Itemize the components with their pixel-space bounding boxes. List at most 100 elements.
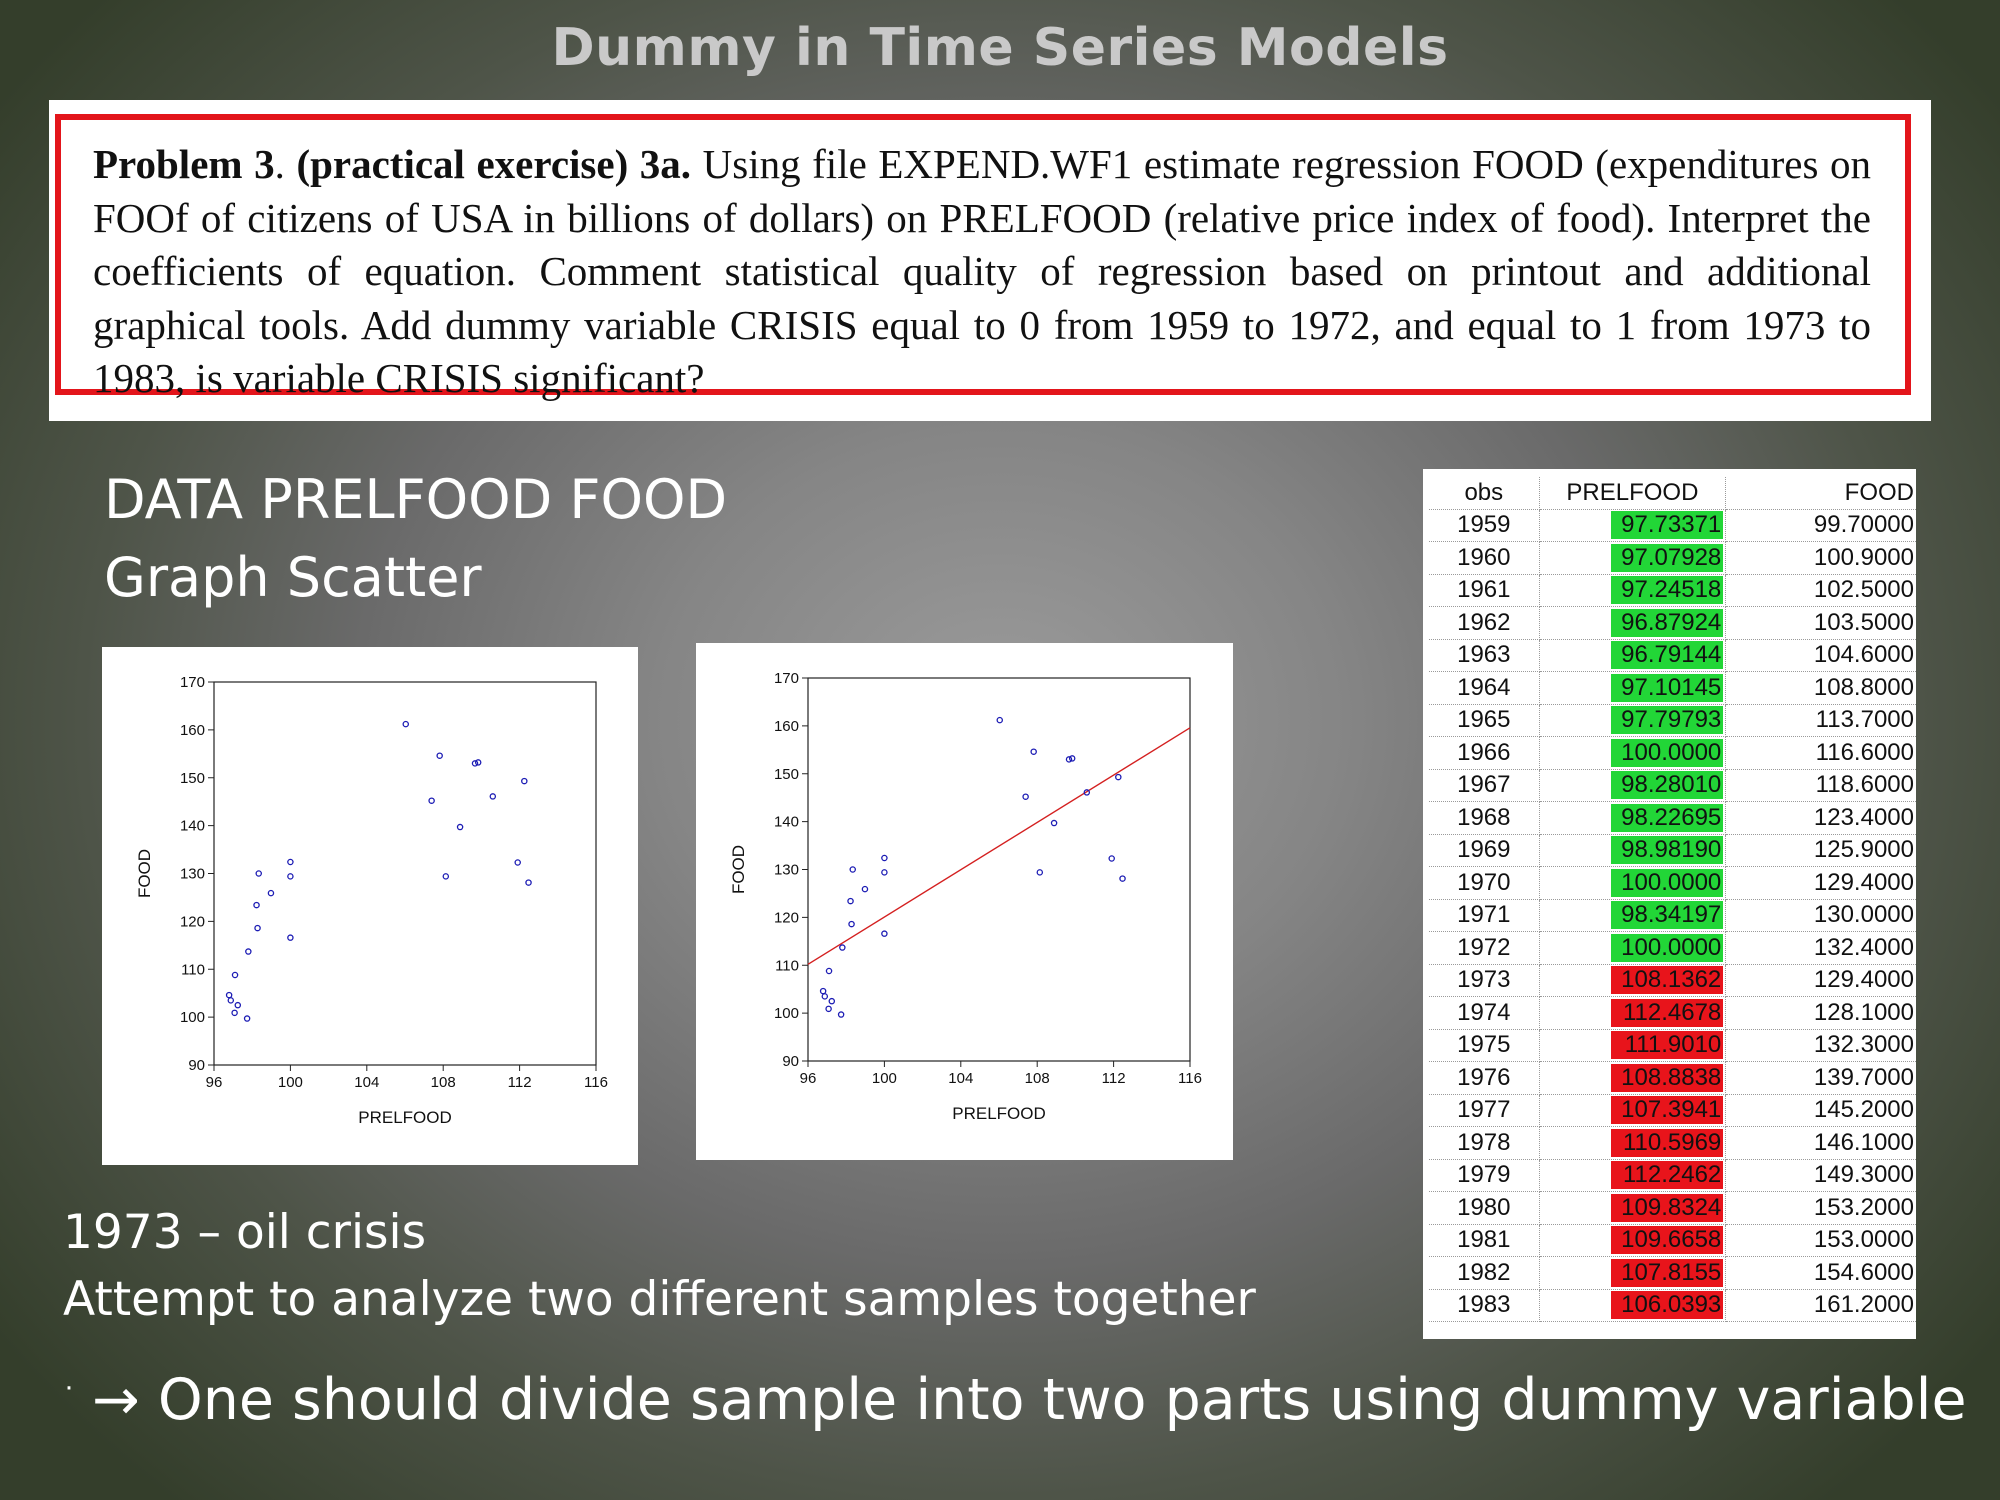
y-tick-label: 120 bbox=[774, 909, 799, 926]
crisis-value-highlight: 109.8324 bbox=[1611, 1193, 1724, 1222]
y-tick-label: 140 bbox=[180, 818, 205, 835]
cell-obs: 1975 bbox=[1429, 1029, 1540, 1062]
cell-food: 113.7000 bbox=[1725, 704, 1916, 737]
y-tick-label: 140 bbox=[774, 814, 799, 831]
cell-obs: 1983 bbox=[1429, 1289, 1540, 1322]
crisis-value-highlight: 112.4678 bbox=[1611, 998, 1724, 1027]
scatter-point bbox=[1050, 819, 1058, 827]
scatter-point bbox=[837, 1011, 845, 1018]
cell-food: 161.2000 bbox=[1725, 1289, 1916, 1322]
plot-frame bbox=[213, 681, 597, 1066]
scatter-point bbox=[1083, 789, 1091, 796]
cell-food: 129.4000 bbox=[1725, 866, 1916, 900]
cell-prelfood: 100.0000 bbox=[1539, 866, 1727, 900]
cell-prelfood: 100.0000 bbox=[1539, 736, 1727, 770]
cell-food: 128.1000 bbox=[1725, 996, 1916, 1030]
scatter-point bbox=[471, 760, 479, 767]
scatter-point bbox=[1119, 875, 1126, 882]
y-tick-label: 100 bbox=[774, 1005, 799, 1022]
scatter-chart: 90 100 110 120 130 140 150 160 170 96 100 104 108 112… bbox=[135, 674, 608, 1127]
table-row: 1974 112.4678 128.1000 bbox=[1429, 996, 1916, 1030]
regression-fit-line bbox=[807, 727, 1191, 965]
scatter-point bbox=[839, 944, 846, 951]
table-row: 1966 100.0000 116.6000 bbox=[1429, 736, 1916, 770]
y-tick-label: 100 bbox=[180, 1009, 205, 1026]
problem-text: Using file EXPEND.WF1 estimate regressio… bbox=[93, 141, 1872, 401]
scatter-point bbox=[253, 901, 260, 909]
problem-exercise-label: (practical exercise) 3a. bbox=[284, 141, 692, 187]
cell-prelfood: 107.8155 bbox=[1539, 1256, 1727, 1290]
cell-obs: 1961 bbox=[1429, 574, 1540, 607]
scatter-point bbox=[267, 889, 275, 897]
cell-food: 146.1000 bbox=[1725, 1126, 1916, 1160]
cell-obs: 1980 bbox=[1429, 1191, 1540, 1225]
table-row: 1960 97.07928 100.9000 bbox=[1429, 541, 1916, 575]
table-row: 1969 98.98190 125.9000 bbox=[1429, 834, 1916, 867]
cell-food: 129.4000 bbox=[1725, 964, 1916, 997]
table-row: 1967 98.28010 118.6000 bbox=[1429, 769, 1916, 802]
scatter-point bbox=[525, 879, 532, 886]
scatter-point bbox=[254, 924, 261, 932]
table-row: 1962 96.87924 103.5000 bbox=[1429, 606, 1916, 640]
cell-prelfood: 106.0393 bbox=[1539, 1289, 1727, 1322]
scatter-point bbox=[255, 870, 262, 877]
x-axis-label: PRELFOOD bbox=[952, 1104, 1046, 1123]
x-tick-label: 96 bbox=[800, 1070, 817, 1087]
cell-prelfood: 96.79144 bbox=[1539, 639, 1727, 672]
cell-prelfood: 98.34197 bbox=[1539, 899, 1727, 932]
table-row: 1976 108.8838 139.7000 bbox=[1429, 1061, 1916, 1095]
y-axis-label: FOOD bbox=[135, 849, 154, 898]
scatter-point bbox=[1065, 756, 1073, 763]
scatter-point bbox=[474, 759, 482, 766]
cell-food: 99.70000 bbox=[1725, 509, 1916, 542]
cell-prelfood: 96.87924 bbox=[1539, 606, 1727, 640]
cell-obs: 1979 bbox=[1429, 1159, 1540, 1192]
x-tick-label: 112 bbox=[508, 1074, 532, 1091]
cell-food: 102.5000 bbox=[1725, 574, 1916, 607]
scatter-point bbox=[402, 720, 410, 728]
cell-obs: 1973 bbox=[1429, 964, 1540, 997]
scatter-point bbox=[821, 993, 829, 1000]
cell-obs: 1972 bbox=[1429, 931, 1540, 965]
samples-note: Attempt to analyze two different samples… bbox=[63, 1272, 1256, 1327]
pre-crisis-value-highlight: 98.28010 bbox=[1611, 771, 1724, 800]
cell-obs: 1963 bbox=[1429, 639, 1540, 672]
scatter-point bbox=[521, 777, 528, 785]
table-row: 1982 107.8155 154.6000 bbox=[1429, 1256, 1916, 1290]
x-tick-label: 112 bbox=[1102, 1070, 1126, 1087]
scatter-point bbox=[234, 1001, 242, 1009]
table-row: 1963 96.79144 104.6000 bbox=[1429, 639, 1916, 672]
scatter-point bbox=[819, 987, 827, 995]
data-heading: DATA PRELFOOD FOOD bbox=[104, 468, 728, 531]
cell-prelfood: 112.4678 bbox=[1539, 996, 1727, 1030]
cell-obs: 1982 bbox=[1429, 1256, 1540, 1290]
cell-food: 104.6000 bbox=[1725, 639, 1916, 672]
cell-obs: 1970 bbox=[1429, 866, 1540, 900]
scatter-point bbox=[243, 1015, 251, 1022]
problem-statement: Problem 3. (practical exercise) 3a. Usin… bbox=[55, 114, 1911, 401]
pre-crisis-value-highlight: 98.98190 bbox=[1611, 836, 1724, 865]
header-food: FOOD bbox=[1725, 477, 1916, 510]
table-row: 1980 109.8324 153.2000 bbox=[1429, 1191, 1916, 1225]
x-tick-label: 116 bbox=[584, 1074, 608, 1091]
x-tick-label: 116 bbox=[1178, 1070, 1202, 1087]
pre-crisis-value-highlight: 96.79144 bbox=[1611, 641, 1724, 670]
problem-number: Problem 3 bbox=[93, 141, 275, 187]
pre-crisis-value-highlight: 96.87924 bbox=[1611, 608, 1724, 637]
data-table-panel: obs PRELFOOD FOOD 1959 97.73371 99.70000 19… bbox=[1423, 469, 1916, 1339]
crisis-value-highlight: 107.3941 bbox=[1611, 1096, 1724, 1125]
crisis-value-highlight: 106.0393 bbox=[1611, 1291, 1724, 1320]
crisis-value-highlight: 110.5969 bbox=[1611, 1128, 1724, 1157]
y-tick-label: 110 bbox=[775, 957, 799, 974]
cell-food: 108.8000 bbox=[1725, 671, 1916, 705]
cell-prelfood: 100.0000 bbox=[1539, 931, 1727, 965]
crisis-value-highlight: 108.8838 bbox=[1611, 1063, 1724, 1092]
cell-food: 118.6000 bbox=[1725, 769, 1916, 802]
scatter-fit-chart-panel: 90 100 110 120 130 140 150 160 170 96 100 104 108 112… bbox=[696, 643, 1233, 1160]
cell-obs: 1959 bbox=[1429, 509, 1540, 542]
scatter-point bbox=[825, 1005, 832, 1013]
x-tick-label: 100 bbox=[278, 1074, 303, 1091]
y-tick-label: 110 bbox=[181, 961, 205, 978]
cell-obs: 1978 bbox=[1429, 1126, 1540, 1160]
cell-food: 132.3000 bbox=[1725, 1029, 1916, 1062]
